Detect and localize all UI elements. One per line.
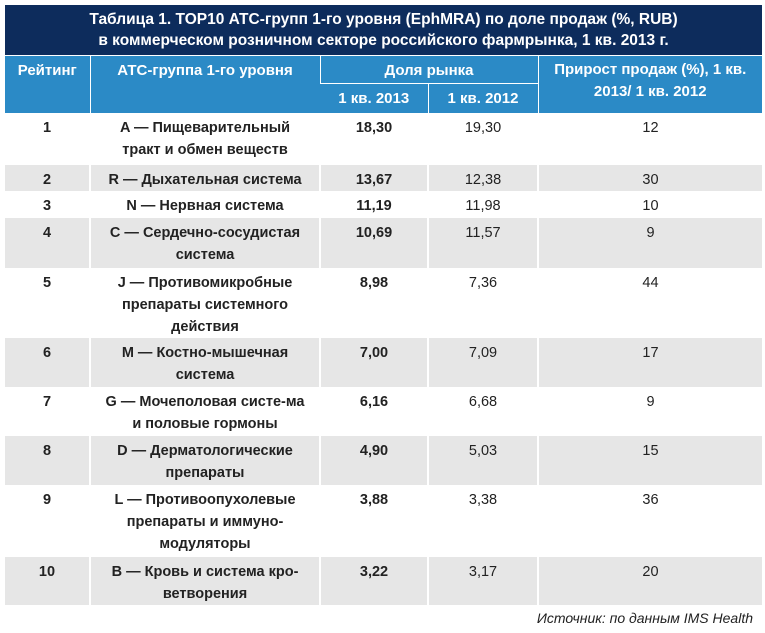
title-line-1: Таблица 1. TOP10 АТС-групп 1-го уровня (… — [89, 11, 678, 28]
growth-cell: 9 — [537, 387, 762, 436]
rank-cell: 7 — [42, 394, 52, 410]
growth-cell: 12 — [537, 113, 762, 165]
share-2013-cell: 18,30 — [319, 113, 428, 165]
share-2012-cell: 11,98 — [427, 191, 538, 218]
share-2012-cell: 7,09 — [427, 338, 538, 387]
share-2013-cell: 4,90 — [319, 436, 428, 485]
rank-cell: 8 — [5, 436, 90, 485]
title-line-2: в коммерческом розничном секторе российс… — [98, 32, 669, 49]
growth-cell: 20 — [537, 557, 762, 605]
growth-cell: 17 — [537, 338, 762, 387]
growth-cell: 9 — [537, 218, 762, 268]
share-2012-cell: 3,38 — [427, 485, 538, 557]
group-cell: B — Кровь и система кро-ветворения — [89, 557, 320, 605]
group-cell: G — Мочеполовая систе-ма и половые гормо… — [89, 387, 320, 436]
growth-cell: 10 — [537, 191, 762, 218]
rank-cell: 5 — [42, 275, 52, 291]
rank-cell: 2 — [5, 165, 90, 191]
group-cell: M — Костно-мышечная система — [89, 338, 320, 387]
growth-cell: 36 — [537, 485, 762, 557]
rank-cell: 10 — [5, 557, 90, 605]
group-cell: J — Противомикробные препараты системног… — [89, 268, 320, 338]
header-share: Доля рынка — [319, 56, 538, 84]
header-group: АТС-группа 1-го уровня — [89, 56, 320, 113]
share-2012-cell: 6,68 — [427, 387, 538, 436]
table-row: 10 B — Кровь и система кро-ветворения 3,22… — [5, 557, 762, 605]
growth-cell: 30 — [537, 165, 762, 191]
share-2012-cell: 12,38 — [427, 165, 538, 191]
growth-cell: 44 — [537, 268, 762, 338]
rank-cell: 3 — [42, 198, 52, 214]
share-2012-cell: 7,36 — [427, 268, 538, 338]
growth-cell: 15 — [537, 436, 762, 485]
header-q2013: 1 кв. 2013 — [320, 83, 428, 113]
header-q2012: 1 кв. 2012 — [427, 83, 538, 113]
share-2012-cell: 5,03 — [427, 436, 538, 485]
share-2012-cell: 19,30 — [427, 113, 538, 165]
rank-cell: 9 — [42, 492, 52, 508]
group-cell: D — Дерматологические препараты — [89, 436, 320, 485]
atc-table: Рейтинг АТС-группа 1-го уровня Доля рынк… — [5, 56, 762, 605]
rank-cell: 4 — [5, 218, 90, 268]
group-cell: L — Противоопухолевые препараты и иммуно… — [89, 485, 320, 557]
rank-cell: 6 — [5, 338, 90, 387]
share-2013-cell: 3,22 — [319, 557, 428, 605]
share-2013-cell: 7,00 — [319, 338, 428, 387]
group-cell: N — Нервная система — [89, 191, 320, 218]
table-row: 7 G — Мочеполовая систе-ма и половые горм… — [5, 387, 762, 436]
share-2013-cell: 10,69 — [319, 218, 428, 268]
group-cell: R — Дыхательная система — [89, 165, 320, 191]
share-2013-cell: 13,67 — [319, 165, 428, 191]
header-growth: Прирост продаж (%), 1 кв. 2013/ 1 кв. 20… — [537, 56, 762, 113]
table-row: 1 A — Пищеварительный тракт и обмен вещес… — [5, 113, 762, 165]
group-cell: A — Пищеварительный тракт и обмен вещест… — [89, 113, 320, 165]
rank-cell: 1 — [42, 120, 52, 136]
share-2012-cell: 11,57 — [427, 218, 538, 268]
group-cell: C — Сердечно-сосудистая система — [89, 218, 320, 268]
source-note: Источник: по данным IMS Health — [536, 610, 753, 626]
share-2013-cell: 3,88 — [319, 485, 428, 557]
share-2013-cell: 6,16 — [319, 387, 428, 436]
share-2013-cell: 11,19 — [319, 191, 428, 218]
table-row: 9 L — Противоопухолевые препараты и иммун… — [5, 485, 762, 557]
share-2012-cell: 3,17 — [427, 557, 538, 605]
table-row: 3 N — Нервная система 11,19 11,98 10 — [5, 191, 762, 218]
table-row: 5 J — Противомикробные препараты системно… — [5, 268, 762, 338]
header-rank: Рейтинг — [5, 56, 90, 113]
table-title: Таблица 1. TOP10 АТС-групп 1-го уровня (… — [5, 5, 762, 55]
share-2013-cell: 8,98 — [319, 268, 428, 338]
